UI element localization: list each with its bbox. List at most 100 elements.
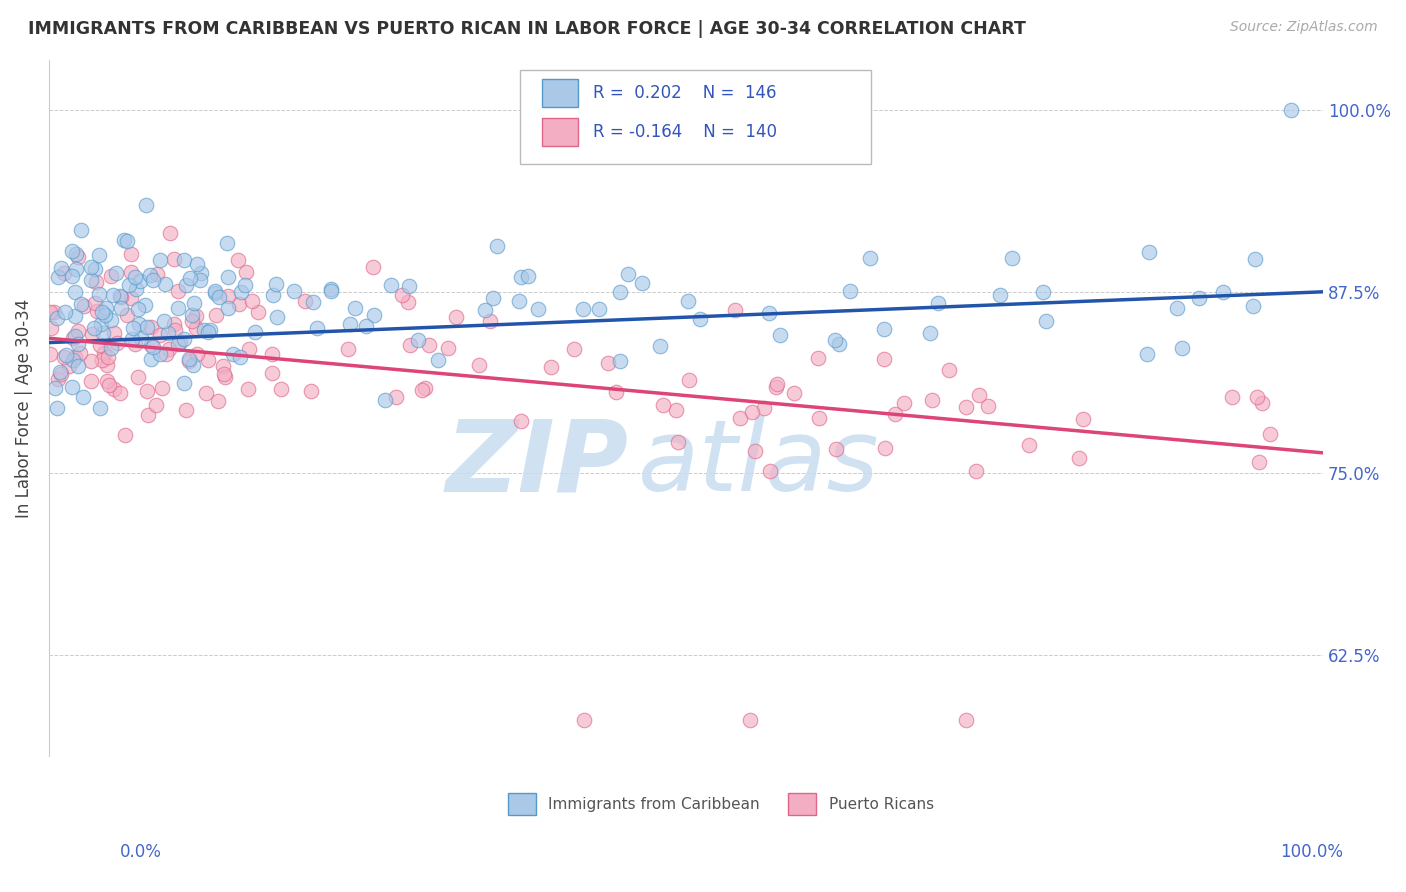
Point [1136,346,1159,360]
Point [115,234,138,248]
Point [66,336,89,351]
Point [145,267,167,281]
Point [1241,300,1264,314]
Point [1250,396,1272,410]
Point [211,359,233,373]
Point [744,444,766,458]
Point [361,260,384,274]
FancyBboxPatch shape [787,793,815,815]
Point [665,403,688,417]
Point [208,290,231,304]
Point [217,236,239,251]
Point [197,352,219,367]
Point [444,310,467,325]
Point [1220,391,1243,405]
Point [167,284,190,298]
Point [235,265,257,279]
Point [65,262,87,277]
Point [391,288,413,302]
Point [110,288,132,302]
Point [70,296,93,310]
Point [60,379,83,393]
Point [122,320,145,334]
Point [91,305,114,319]
Point [927,296,949,310]
Point [72,390,94,404]
Point [283,284,305,298]
Point [139,319,162,334]
Point [408,333,430,347]
FancyBboxPatch shape [543,119,578,146]
Point [509,270,531,285]
Point [117,278,139,293]
Point [266,310,288,325]
Point [129,331,152,345]
Point [807,351,830,365]
Point [100,269,122,284]
Point [262,288,284,302]
Point [66,359,89,373]
Point [540,360,562,375]
Point [166,301,188,315]
Point [46,311,69,326]
Point [173,376,195,390]
Point [609,285,631,300]
FancyBboxPatch shape [508,793,536,815]
Text: IMMIGRANTS FROM CARIBBEAN VS PUERTO RICAN IN LABOR FORCE | AGE 30-34 CORRELATION: IMMIGRANTS FROM CARIBBEAN VS PUERTO RICA… [28,20,1026,37]
Point [149,347,172,361]
Point [197,325,219,339]
Text: Source: ZipAtlas.com: Source: ZipAtlas.com [1230,20,1378,34]
Point [955,400,977,414]
Point [354,319,377,334]
Text: R = -0.164    N =  140: R = -0.164 N = 140 [593,123,778,142]
Point [824,334,846,348]
Point [204,285,226,300]
Point [474,302,496,317]
Point [62,331,84,345]
Point [825,442,848,456]
FancyBboxPatch shape [520,70,870,164]
Point [96,374,118,388]
Point [139,337,162,351]
Point [399,337,422,351]
Point [374,393,396,408]
Point [411,383,433,397]
Point [572,713,595,727]
Point [262,347,284,361]
Point [1212,285,1234,299]
Point [128,317,150,331]
FancyBboxPatch shape [543,79,578,107]
Point [115,309,138,323]
Point [53,266,76,280]
Point [1171,341,1194,355]
Point [339,318,361,332]
Point [319,284,342,298]
Point [1035,313,1057,327]
Point [51,367,73,381]
Point [517,269,540,284]
Point [173,253,195,268]
Point [247,304,270,318]
Text: Puerto Ricans: Puerto Ricans [828,797,934,812]
Point [243,325,266,339]
Point [508,293,530,308]
Point [436,341,458,355]
Point [724,303,747,318]
Point [38,305,60,319]
Point [112,233,135,247]
Point [89,338,111,352]
Point [67,250,90,264]
Point [145,398,167,412]
Point [1018,438,1040,452]
Point [110,290,132,304]
Point [114,428,136,442]
Point [828,337,851,351]
Point [45,401,67,416]
Point [509,413,531,427]
Point [207,394,229,409]
Point [149,328,172,343]
Point [1279,103,1302,118]
Point [80,260,103,274]
Point [188,273,211,287]
Point [754,401,776,415]
